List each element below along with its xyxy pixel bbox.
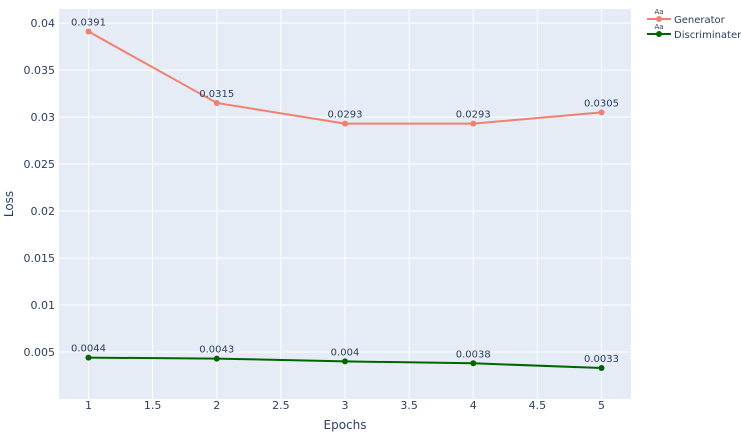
legend[interactable]: Aa Generator Aa Discriminater [647, 8, 741, 41]
x-tick-label: 5 [598, 399, 605, 412]
y-tick-label: 0.025 [24, 158, 56, 171]
y-tick-label: 0.005 [24, 346, 56, 359]
legend-label: Generator [674, 15, 726, 26]
x-tick-label: 4.5 [529, 399, 547, 412]
generator-point[interactable] [470, 120, 477, 127]
data-labels: 0.0391 0.0315 0.0293 0.0293 0.0305 0.0044 0.00… [71, 18, 619, 365]
generator-data-label: 0.0315 [199, 89, 234, 100]
series-lines [85, 28, 605, 371]
legend-item-generator[interactable]: Aa Generator [647, 8, 726, 26]
discriminater-data-label: 0.0044 [71, 344, 106, 355]
legend-item-discriminater[interactable]: Aa Discriminater [647, 23, 741, 41]
x-tick-label: 2 [213, 399, 220, 412]
discriminater-data-label: 0.004 [331, 347, 360, 358]
y-tick-label: 0.035 [24, 64, 56, 77]
generator-point[interactable] [85, 28, 92, 35]
x-tick-labels: 1 1.5 2 2.5 3 3.5 4 4.5 5 [85, 399, 605, 412]
x-tick-label: 3 [342, 399, 349, 412]
y-axis-title: Loss [2, 191, 16, 217]
legend-swatch-marker [656, 31, 662, 37]
discriminater-point[interactable] [213, 355, 220, 362]
legend-swatch-marker [656, 16, 662, 22]
generator-point[interactable] [342, 120, 348, 127]
x-tick-label: 3.5 [400, 399, 418, 412]
y-tick-label: 0.01 [31, 299, 56, 312]
discriminater-point[interactable] [342, 358, 348, 365]
generator-data-label: 0.0305 [584, 98, 619, 109]
y-tick-label: 0.015 [24, 252, 56, 265]
grid-lines [59, 9, 631, 399]
discriminater-data-label: 0.0033 [584, 354, 619, 365]
y-tick-label: 0.03 [31, 111, 56, 124]
legend-label: Discriminater [674, 30, 741, 41]
y-tick-labels: 0.005 0.01 0.015 0.02 0.025 0.03 0.035 0.04 [24, 17, 56, 359]
legend-marker-text: Aa [654, 23, 663, 31]
generator-data-label: 0.0293 [328, 110, 363, 121]
generator-point[interactable] [213, 99, 220, 106]
discriminater-point[interactable] [598, 364, 605, 371]
x-axis-title: Epochs [324, 418, 367, 432]
y-tick-label: 0.04 [31, 17, 56, 30]
generator-point[interactable] [598, 109, 605, 116]
x-tick-label: 1.5 [144, 399, 162, 412]
x-tick-label: 1 [85, 399, 92, 412]
discriminater-point[interactable] [85, 354, 92, 361]
discriminater-data-label: 0.0043 [199, 345, 234, 356]
generator-data-label: 0.0293 [456, 110, 491, 121]
x-tick-label: 4 [470, 399, 477, 412]
generator-data-label: 0.0391 [71, 18, 106, 29]
discriminater-data-label: 0.0038 [456, 349, 491, 360]
y-tick-label: 0.02 [31, 205, 56, 218]
discriminater-point[interactable] [470, 360, 477, 367]
legend-marker-text: Aa [654, 8, 663, 16]
x-tick-label: 2.5 [272, 399, 290, 412]
